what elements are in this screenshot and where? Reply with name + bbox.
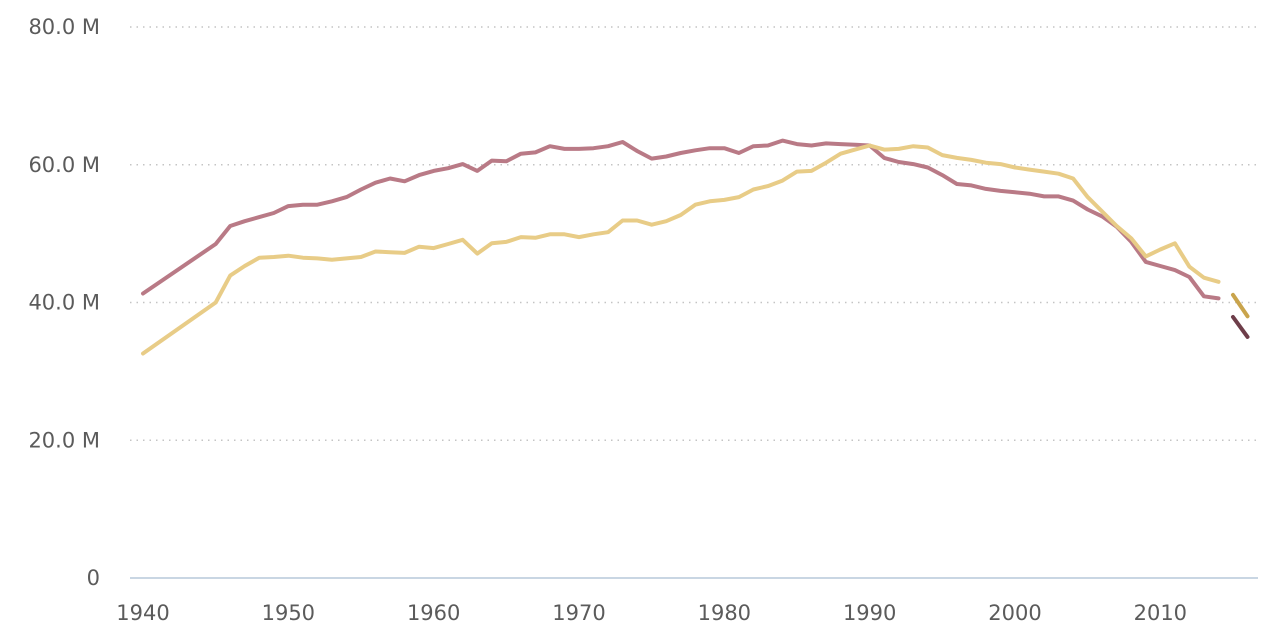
x-tick-label: 1950 [262, 601, 315, 625]
y-axis-ticks: 0 20.0 M 40.0 M 60.0 M 80.0 M [28, 15, 100, 590]
projection-line-3 [1231, 292, 1250, 319]
x-tick-label: 2000 [988, 601, 1041, 625]
x-tick-label: 2010 [1134, 601, 1187, 625]
series-layer [141, 138, 1250, 356]
x-tick-label: 1980 [698, 601, 751, 625]
x-tick-label: 1940 [116, 601, 169, 625]
y-tick-label: 80.0 M [28, 15, 100, 39]
x-axis-ticks: 1940 1950 1960 1970 1980 1990 2000 2010 [116, 601, 1187, 625]
x-tick-label: 1960 [407, 601, 460, 625]
y-tick-label: 60.0 M [28, 153, 100, 177]
series-line-2 [141, 143, 1221, 356]
y-tick-label: 0 [87, 566, 100, 590]
x-tick-label: 1990 [843, 601, 896, 625]
y-tick-label: 40.0 M [28, 291, 100, 315]
x-tick-label: 1970 [552, 601, 605, 625]
grid-layer [130, 26, 1258, 579]
series-line-1 [141, 138, 1221, 301]
y-tick-label: 20.0 M [28, 428, 100, 452]
projection-line-4 [1231, 315, 1250, 339]
